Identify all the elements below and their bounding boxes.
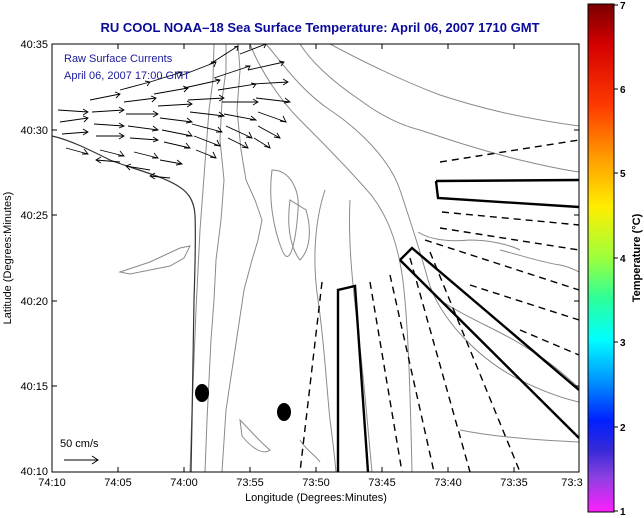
colorbar-tick-label: 5	[620, 169, 626, 180]
surface-current-vectors	[57, 44, 292, 180]
scale-label: 50 cm/s	[60, 438, 99, 450]
x-axis-label: Longitude (Degrees:Minutes)	[245, 492, 387, 504]
x-tick-label: 74:00	[170, 477, 198, 489]
x-tick-label: 73:3	[561, 477, 582, 489]
y-tick-label: 40:35	[20, 39, 48, 51]
colorbar-tick-labels: 7 6 5 4 3 2 1	[620, 1, 626, 518]
x-tick-label: 73:50	[302, 477, 330, 489]
colorbar-tick-label: 2	[620, 423, 626, 434]
colorbar	[587, 3, 615, 513]
colorbar-tick-label: 3	[620, 338, 626, 349]
colorbar-ticks	[614, 4, 618, 512]
y-tick-label: 40:10	[20, 466, 48, 478]
x-tick-label: 73:45	[368, 477, 396, 489]
station-marker	[195, 384, 209, 402]
x-tick-label: 73:55	[236, 477, 264, 489]
y-axis-label: Latitude (Degrees:Minutes)	[2, 192, 14, 325]
survey-lines	[299, 139, 579, 472]
colorbar-label: Temperature (°C)	[631, 213, 643, 302]
y-tick-marks	[52, 129, 579, 387]
y-tick-labels: 40:35 40:30 40:25 40:20 40:15 40:10	[20, 39, 48, 478]
colorbar-tick-label: 7	[620, 1, 626, 12]
coastline	[52, 135, 197, 472]
overlay-label-currents: Raw Surface Currents	[64, 53, 173, 65]
overlay-label-date: April 06, 2007 17:00 GMT	[64, 70, 190, 82]
x-tick-label: 74:10	[38, 477, 66, 489]
x-tick-label: 73:35	[500, 477, 528, 489]
station-marker	[277, 403, 291, 421]
x-tick-labels: 74:10 74:05 74:00 73:55 73:50 73:45 73:4…	[38, 477, 582, 489]
y-tick-label: 40:15	[20, 381, 48, 393]
colorbar-tick-label: 1	[620, 507, 626, 518]
x-tick-label: 73:40	[434, 477, 462, 489]
y-tick-label: 40:25	[20, 210, 48, 222]
map-plot-area	[52, 44, 579, 472]
map-title: RU COOL NOAA–18 Sea Surface Temperature:…	[100, 20, 539, 35]
y-tick-label: 40:30	[20, 125, 48, 137]
scale-arrow-icon	[64, 455, 99, 465]
x-tick-label: 74:05	[104, 477, 132, 489]
colorbar-tick-label: 4	[620, 254, 626, 265]
x-tick-marks	[51, 44, 515, 472]
y-tick-label: 40:20	[20, 296, 48, 308]
colorbar-tick-label: 6	[620, 85, 626, 96]
